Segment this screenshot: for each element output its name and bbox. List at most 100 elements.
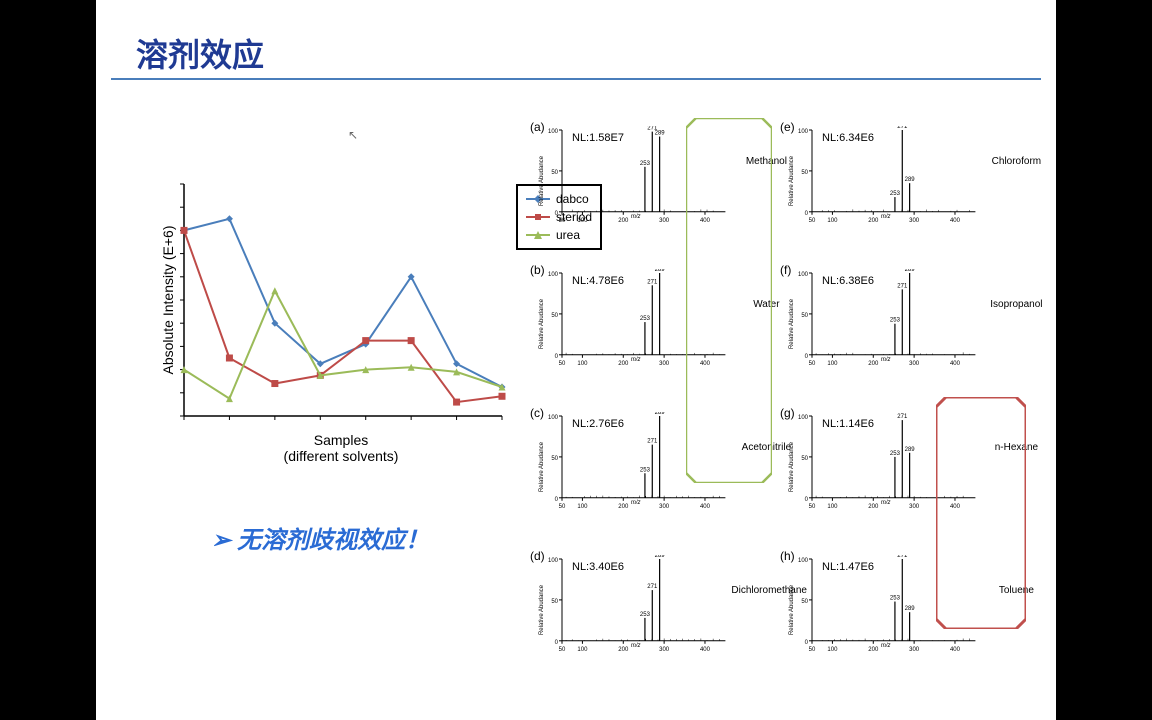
svg-text:100: 100 (827, 504, 838, 510)
panel-id: (a) (530, 120, 545, 134)
svg-text:0: 0 (805, 354, 809, 360)
svg-text:100: 100 (548, 415, 559, 421)
panel-ylabel: Relative Abudance (539, 442, 545, 492)
panel-nl: NL:1.47E6 (822, 561, 874, 573)
svg-text:253: 253 (890, 191, 901, 197)
svg-text:200: 200 (618, 361, 629, 367)
svg-text:50: 50 (559, 361, 566, 367)
red-highlight-box (936, 397, 1026, 629)
svg-text:100: 100 (577, 647, 588, 653)
svg-text:300: 300 (909, 361, 920, 367)
panel-ylabel: Relative Abudance (789, 442, 795, 492)
panel-solvent: Chloroform (981, 156, 1051, 167)
svg-text:400: 400 (950, 361, 961, 367)
svg-text:289: 289 (905, 447, 916, 453)
svg-text:50: 50 (801, 170, 808, 176)
svg-text:300: 300 (659, 361, 670, 367)
line-chart-xlabel: Samples (different solvents) (284, 432, 399, 464)
line-chart-ylabel: Absolute Intensity (E+6) (160, 225, 176, 374)
svg-text:100: 100 (577, 361, 588, 367)
panel-xlabel: m/z (881, 357, 891, 390)
svg-text:289: 289 (655, 412, 666, 416)
svg-text:50: 50 (559, 647, 566, 653)
svg-text:0: 0 (555, 640, 559, 646)
svg-text:100: 100 (827, 218, 838, 224)
svg-text:289: 289 (905, 177, 916, 183)
svg-text:0: 0 (555, 497, 559, 503)
svg-text:300: 300 (909, 647, 920, 653)
title-underline (111, 78, 1041, 80)
svg-text:200: 200 (618, 647, 629, 653)
svg-text:253: 253 (640, 467, 651, 473)
svg-text:300: 300 (909, 218, 920, 224)
svg-text:289: 289 (655, 131, 666, 137)
svg-text:289: 289 (655, 555, 666, 559)
panel-nl: NL:2.76E6 (572, 418, 624, 430)
svg-text:200: 200 (868, 218, 879, 224)
svg-text:400: 400 (700, 647, 711, 653)
panel-nl: NL:6.34E6 (822, 132, 874, 144)
spectrum-panel: 05010050100200300400253271289(f)NL:6.38E… (796, 269, 1026, 379)
panel-nl: NL:1.58E7 (572, 132, 624, 144)
svg-text:400: 400 (950, 647, 961, 653)
panel-solvent: Isopropanol (981, 299, 1051, 310)
svg-text:200: 200 (868, 361, 879, 367)
svg-text:300: 300 (659, 504, 670, 510)
svg-text:50: 50 (801, 313, 808, 319)
svg-text:50: 50 (809, 218, 816, 224)
svg-text:100: 100 (548, 558, 559, 564)
panel-xlabel: m/z (631, 643, 641, 676)
svg-text:100: 100 (827, 361, 838, 367)
svg-text:50: 50 (559, 218, 566, 224)
svg-text:50: 50 (809, 504, 816, 510)
panel-id: (f) (780, 263, 791, 277)
svg-text:0: 0 (805, 497, 809, 503)
svg-text:271: 271 (897, 126, 908, 130)
svg-text:0: 0 (555, 354, 559, 360)
svg-text:289: 289 (905, 269, 916, 273)
cursor-icon: ↖ (348, 128, 358, 142)
panel-ylabel: Relative Abudance (789, 585, 795, 635)
svg-text:253: 253 (640, 612, 651, 618)
svg-text:50: 50 (809, 361, 816, 367)
svg-text:100: 100 (548, 129, 559, 135)
svg-text:50: 50 (801, 599, 808, 605)
panel-xlabel: m/z (631, 500, 641, 533)
svg-text:300: 300 (909, 504, 920, 510)
panel-xlabel: m/z (631, 357, 641, 390)
svg-text:300: 300 (659, 218, 670, 224)
spectrum-panel: 05010050100200300400253271289(e)NL:6.34E… (796, 126, 1026, 236)
panel-ylabel: Relative Abudance (789, 299, 795, 349)
panel-id: (g) (780, 406, 795, 420)
svg-text:271: 271 (897, 555, 908, 559)
slide-title: 溶剂效应 (136, 30, 264, 76)
panel-nl: NL:1.14E6 (822, 418, 874, 430)
svg-text:100: 100 (798, 129, 809, 135)
callout-label: 无溶剂歧视效应！ (237, 528, 429, 554)
spectrum-panel: 05010050100200300400253271289(d)NL:3.40E… (546, 555, 776, 665)
panel-ylabel: Relative Abudance (539, 156, 545, 206)
svg-text:0: 0 (805, 211, 809, 217)
xlabel-line2: (different solvents) (284, 448, 399, 464)
panel-ylabel: Relative Abudance (539, 585, 545, 635)
panel-xlabel: m/z (881, 643, 891, 676)
xlabel-line1: Samples (314, 432, 368, 448)
panel-xlabel: m/z (881, 214, 891, 247)
svg-text:400: 400 (700, 504, 711, 510)
svg-text:200: 200 (618, 504, 629, 510)
svg-text:100: 100 (798, 558, 809, 564)
svg-text:253: 253 (640, 161, 651, 167)
svg-text:271: 271 (897, 414, 908, 420)
svg-text:0: 0 (805, 640, 809, 646)
svg-text:100: 100 (798, 272, 809, 278)
svg-text:200: 200 (868, 647, 879, 653)
svg-text:100: 100 (798, 415, 809, 421)
svg-text:400: 400 (950, 218, 961, 224)
svg-text:0: 0 (555, 211, 559, 217)
line-chart: 0246810121416182012345678 Absolute Inten… (176, 180, 506, 420)
svg-text:253: 253 (640, 316, 651, 322)
panel-id: (b) (530, 263, 545, 277)
svg-text:253: 253 (890, 318, 901, 324)
svg-text:300: 300 (659, 647, 670, 653)
svg-text:289: 289 (905, 606, 916, 612)
